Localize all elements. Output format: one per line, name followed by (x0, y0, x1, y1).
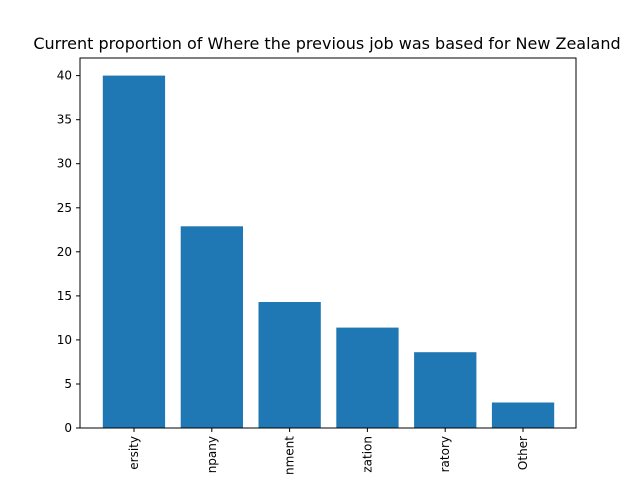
x-tick-label-3: zation (360, 436, 374, 473)
x-tick-label-5: Other (516, 436, 530, 470)
y-tick-label-3: 15 (57, 289, 72, 303)
y-tick-label-7: 35 (57, 113, 72, 127)
y-tick-label-5: 25 (57, 201, 72, 215)
plot-frame (79, 57, 577, 429)
bar-3 (336, 327, 399, 428)
x-tick-label-1: npany (205, 436, 219, 473)
bar-5 (491, 402, 555, 428)
x-tick-label-4: ratory (438, 436, 452, 472)
bar-0 (102, 75, 166, 428)
y-tick-label-4: 20 (57, 245, 72, 259)
y-tick-label-2: 10 (57, 333, 72, 347)
y-tick-label-6: 30 (57, 157, 72, 171)
x-tick-label-2: nment (283, 436, 297, 475)
x-axis: ersity npany nment zation ratory Other (127, 428, 530, 475)
chart-title: Current proportion of Where the previous… (33, 34, 620, 53)
y-tick-label-1: 5 (64, 377, 72, 391)
bar-1 (180, 226, 243, 428)
x-tick-label-0: ersity (127, 436, 141, 470)
y-tick-label-8: 40 (57, 69, 72, 83)
bars-group (102, 75, 555, 428)
y-axis: 0 5 10 15 20 25 30 35 40 (57, 69, 80, 435)
bar-4 (414, 352, 477, 428)
bar-2 (258, 302, 321, 428)
y-tick-label-0: 0 (64, 421, 72, 435)
